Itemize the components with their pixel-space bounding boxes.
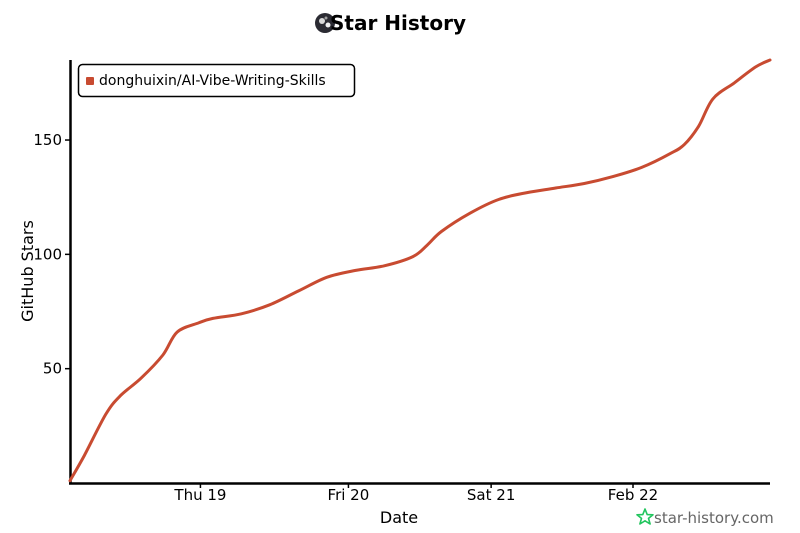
y-tick-label: 50 — [43, 360, 62, 378]
x-tick-label: Sat 21 — [467, 486, 515, 504]
legend-swatch — [86, 77, 94, 85]
x-tick-label: Fri 20 — [328, 486, 370, 504]
series-lines — [68, 58, 772, 483]
watermark-text: star-history.com — [654, 509, 774, 527]
y-tick-label: 150 — [33, 131, 62, 149]
legend-label: donghuixin/AI-Vibe-Writing-Skills — [99, 73, 326, 89]
x-tick-label: Thu 19 — [173, 486, 226, 504]
y-tick-label: 100 — [33, 245, 62, 263]
legend-box — [77, 63, 356, 98]
x-axis-title: Date — [380, 508, 418, 527]
star-icon — [636, 508, 654, 525]
avatar-icon — [315, 13, 335, 33]
x-tick-label: Feb 22 — [608, 486, 658, 504]
chart-title: Star History — [330, 11, 466, 35]
series-line — [68, 58, 772, 483]
chart-title-group: Star History — [315, 11, 466, 35]
watermark[interactable]: star-history.com — [636, 508, 774, 527]
x-axis-ticks: Thu 19 Fri 20 Sat 21 Feb 22 — [173, 483, 658, 504]
legend: donghuixin/AI-Vibe-Writing-Skills — [77, 63, 356, 98]
y-axis-ticks: 50 100 150 — [33, 131, 70, 378]
y-axis-title: GitHub Stars — [18, 220, 37, 322]
